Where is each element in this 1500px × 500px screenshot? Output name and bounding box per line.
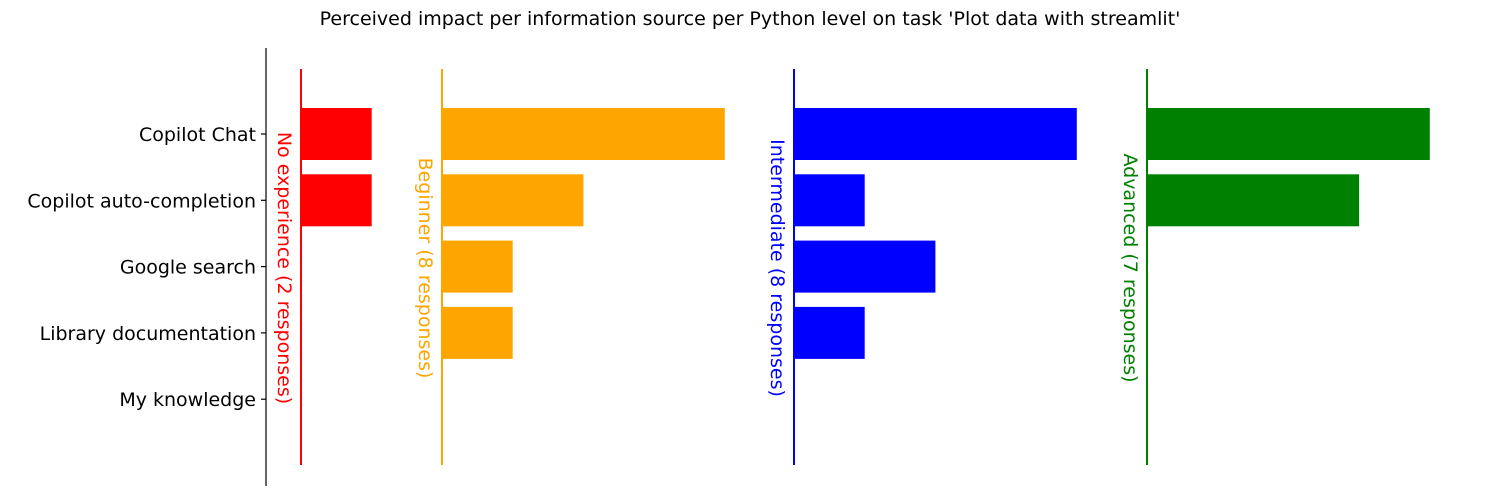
bar-intermediate-copilot-chat	[794, 108, 1077, 160]
group-label-no: No experience (2 responses)	[273, 132, 295, 404]
y-axis-ticks: Copilot Chat Copilot auto-completion Googl…	[27, 124, 266, 411]
group-intermediate: Intermediate (8 responses)	[766, 69, 1077, 465]
bar-beginner-copilot-chat	[442, 108, 725, 160]
bar-intermediate-library-documentation	[794, 306, 865, 359]
bar-advanced-copilot-auto-completion	[1147, 174, 1360, 227]
group-no: No experience (2 responses)	[273, 69, 372, 465]
y-tick-label-google-search: Google search	[120, 257, 256, 279]
bar-intermediate-copilot-auto-completion	[794, 174, 865, 227]
group-label-beginner: Beginner (8 responses)	[414, 158, 436, 379]
y-tick-label-copilot-chat: Copilot Chat	[139, 124, 256, 146]
group-label-intermediate: Intermediate (8 responses)	[766, 139, 788, 397]
bar-no-copilot-auto-completion	[301, 174, 372, 227]
bar-beginner-google-search	[442, 240, 513, 293]
y-tick-label-library-documentation: Library documentation	[40, 323, 256, 345]
chart-title: Perceived impact per information source …	[320, 8, 1181, 30]
bar-beginner-copilot-auto-completion	[442, 174, 584, 227]
bar-intermediate-google-search	[794, 240, 936, 293]
y-tick-label-copilot-auto-completion: Copilot auto-completion	[27, 190, 256, 212]
bars: No experience (2 responses) Beginner (8 r…	[273, 69, 1430, 465]
bar-advanced-copilot-chat	[1147, 108, 1430, 160]
group-beginner: Beginner (8 responses)	[414, 69, 725, 465]
bar-beginner-library-documentation	[442, 306, 513, 359]
y-tick-label-my-knowledge: My knowledge	[119, 389, 256, 411]
group-advanced: Advanced (7 responses)	[1119, 69, 1430, 465]
bar-no-copilot-chat	[301, 108, 372, 160]
group-label-advanced: Advanced (7 responses)	[1119, 153, 1141, 382]
